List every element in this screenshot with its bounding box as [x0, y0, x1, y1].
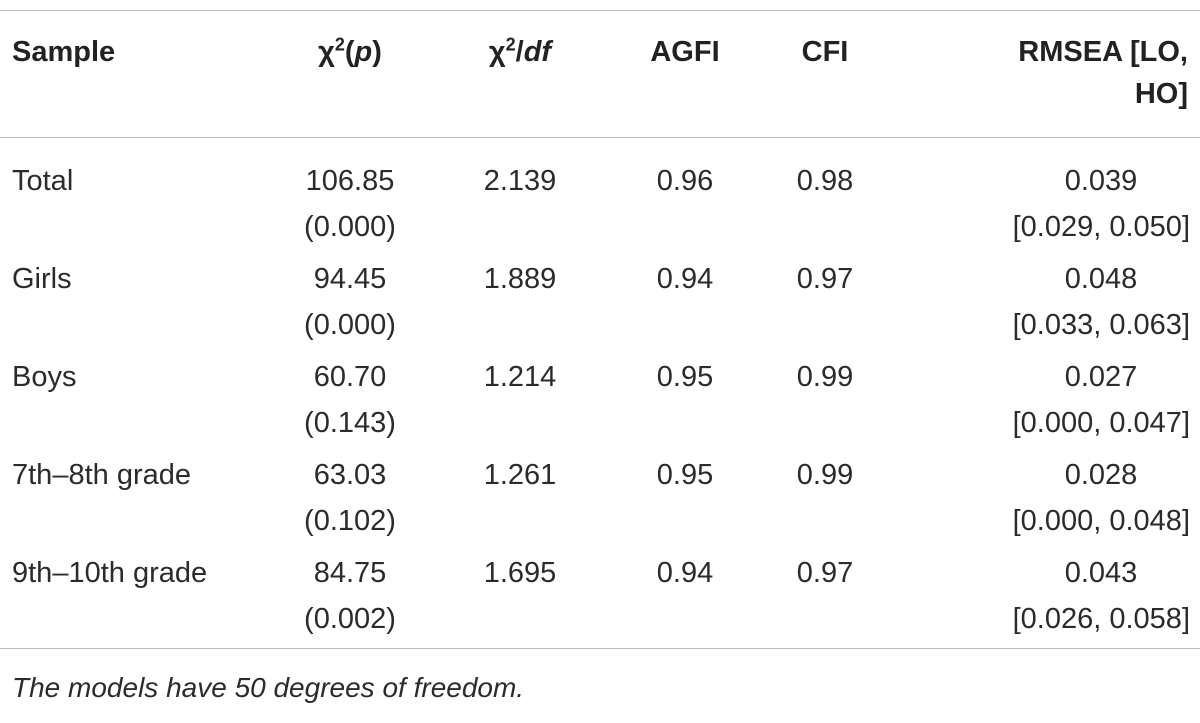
table-row: Boys 60.70 (0.143) 1.214 0.95 0.99 0.027…: [0, 348, 1200, 446]
rmsea-ci: [0.026, 0.058]: [1012, 603, 1190, 635]
chi-symbol: χ: [318, 36, 335, 68]
cell-sample: 9th–10th grade: [12, 557, 208, 589]
table-row: Girls 94.45 (0.000) 1.889 0.94 0.97 0.04…: [0, 250, 1200, 348]
cell-chi-square: 60.70 (0.143): [270, 348, 430, 446]
cell-chi-square-df: 2.139: [483, 165, 557, 197]
cell-agfi: 0.95: [656, 361, 714, 393]
header-sample: Sample: [12, 36, 116, 68]
chi-symbol: χ: [488, 36, 506, 68]
rmsea-ci: [0.000, 0.048]: [1012, 505, 1190, 537]
cell-chi-square-df: 1.214: [483, 361, 557, 393]
p-value: (0.000): [304, 309, 396, 341]
table-footnote: The models have 50 degrees of freedom.: [12, 672, 525, 703]
cell-sample: Boys: [12, 361, 77, 393]
paren-open: (: [344, 36, 355, 68]
p-value: (0.143): [304, 407, 396, 439]
p-value: (0.002): [304, 603, 396, 635]
cell-cfi: 0.97: [796, 263, 854, 295]
rmsea-ci: [0.000, 0.047]: [1012, 407, 1190, 439]
cell-cfi: 0.99: [796, 459, 854, 491]
cell-rmsea: 0.028 [0.000, 0.048]: [890, 446, 1200, 544]
header-rmsea-line1: RMSEA [LO,: [1018, 36, 1188, 68]
table-row: 9th–10th grade 84.75 (0.002) 1.695 0.94 …: [0, 544, 1200, 649]
cell-cfi: 0.97: [796, 557, 854, 589]
fit-indices-table: Sample χ2(p) χ2/df AGFI CFI RMSEA [LO, H…: [0, 10, 1200, 649]
header-rmsea-line2: HO]: [1134, 78, 1188, 110]
df-variable: df: [523, 36, 552, 68]
cell-rmsea: 0.039 [0.029, 0.050]: [890, 138, 1200, 251]
cell-cfi: 0.98: [796, 165, 854, 197]
cell-sample: 7th–8th grade: [12, 459, 191, 491]
rmsea-value: 0.043: [1064, 557, 1138, 589]
cell-agfi: 0.95: [656, 459, 714, 491]
cell-cfi: 0.99: [796, 361, 854, 393]
cell-chi-square-df: 1.889: [483, 263, 557, 295]
cell-sample: Total: [12, 165, 74, 197]
cell-chi-square-df: 1.261: [483, 459, 557, 491]
chi-square-value: 84.75: [313, 557, 387, 589]
cell-chi-square: 94.45 (0.000): [270, 250, 430, 348]
cell-chi-square: 106.85 (0.000): [270, 138, 430, 251]
slash: /: [515, 36, 524, 68]
table-body: Total 106.85 (0.000) 2.139 0.96 0.98 0.0…: [0, 138, 1200, 649]
cell-rmsea: 0.048 [0.033, 0.063]: [890, 250, 1200, 348]
table-header: Sample χ2(p) χ2/df AGFI CFI RMSEA [LO, H…: [0, 10, 1200, 138]
paren-close: ): [372, 36, 382, 68]
header-cfi: CFI: [801, 36, 849, 68]
chi-square-value: 60.70: [313, 361, 387, 393]
cell-rmsea: 0.027 [0.000, 0.047]: [890, 348, 1200, 446]
footnote-divider: [0, 648, 1200, 649]
cell-chi-square: 63.03 (0.102): [270, 446, 430, 544]
table-row: Total 106.85 (0.000) 2.139 0.96 0.98 0.0…: [0, 138, 1200, 251]
cell-agfi: 0.94: [656, 557, 714, 589]
chi-square-value: 94.45: [313, 263, 387, 295]
rmsea-value: 0.028: [1064, 459, 1138, 491]
header-chi-square-df: χ2/df: [430, 11, 610, 138]
cell-rmsea: 0.043 [0.026, 0.058]: [890, 544, 1200, 649]
chi-superscript: 2: [334, 34, 345, 55]
fit-indices-table-container: Sample χ2(p) χ2/df AGFI CFI RMSEA [LO, H…: [0, 10, 1200, 649]
rmsea-ci: [0.029, 0.050]: [1012, 211, 1190, 243]
rmsea-value: 0.027: [1064, 361, 1138, 393]
chi-superscript: 2: [505, 34, 516, 55]
rmsea-value: 0.039: [1064, 165, 1138, 197]
chi-square-value: 106.85: [305, 165, 395, 197]
rmsea-ci: [0.033, 0.063]: [1012, 309, 1190, 341]
p-value: (0.000): [304, 211, 396, 243]
table-row: 7th–8th grade 63.03 (0.102) 1.261 0.95 0…: [0, 446, 1200, 544]
cell-chi-square-df: 1.695: [483, 557, 557, 589]
cell-agfi: 0.94: [656, 263, 714, 295]
cell-chi-square: 84.75 (0.002): [270, 544, 430, 649]
header-row: Sample χ2(p) χ2/df AGFI CFI RMSEA [LO, H…: [0, 10, 1200, 138]
cell-sample: Girls: [12, 263, 72, 295]
chi-square-value: 63.03: [313, 459, 387, 491]
header-agfi: AGFI: [650, 36, 720, 68]
header-rmsea: RMSEA [LO, HO]: [890, 11, 1200, 138]
header-chi-square-p: χ2(p): [270, 11, 430, 138]
cell-agfi: 0.96: [656, 165, 714, 197]
p-variable: p: [354, 36, 373, 68]
p-value: (0.102): [304, 505, 396, 537]
rmsea-value: 0.048: [1064, 263, 1138, 295]
